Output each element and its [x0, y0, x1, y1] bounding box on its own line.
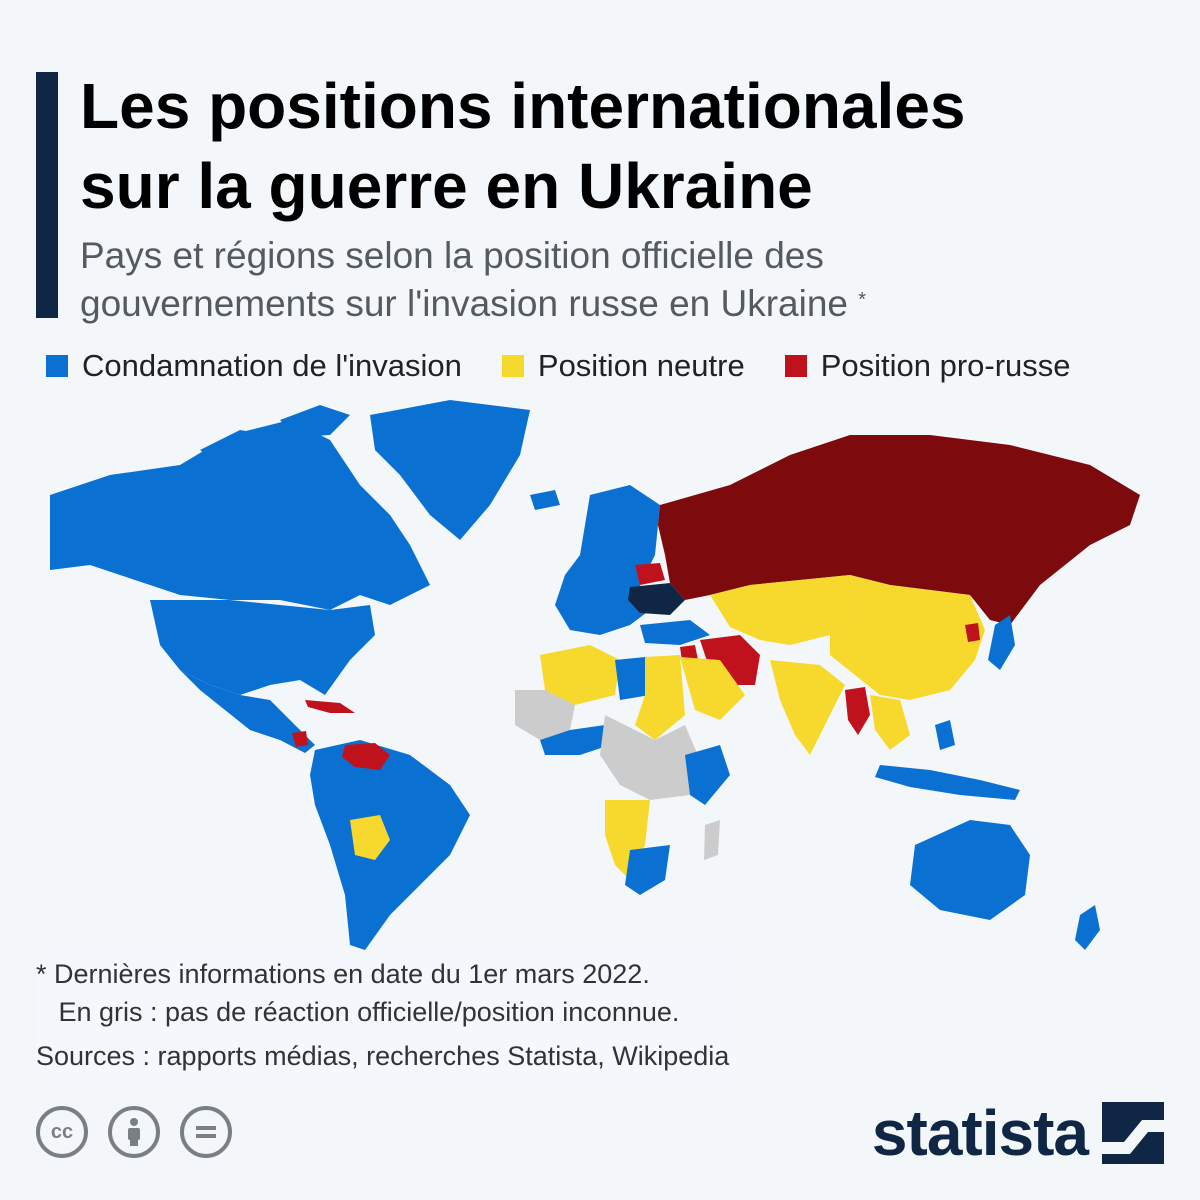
sources-text: Sources : rapports médias, recherches St… [36, 1041, 730, 1071]
world-map [50, 400, 1140, 950]
legend-label-neutral: Position neutre [537, 348, 745, 383]
map-region-madagascar [704, 820, 720, 860]
legend-swatch-red [784, 355, 807, 377]
map-region-australia [910, 820, 1030, 920]
map-region-india [770, 660, 845, 755]
map-region-russia [658, 435, 1140, 625]
legend-item-pro-russia: Position pro-russe [784, 348, 1071, 384]
subtitle-line-2: gouvernements sur l'invasion russe en Uk… [80, 283, 849, 324]
map-region-myanmar [845, 687, 870, 735]
legend-label-condemn: Condamnation de l'invasion [82, 348, 462, 383]
map-region-north-africa [540, 645, 620, 705]
page-subtitle: Pays et régions selon la position offici… [80, 232, 1140, 328]
footnote-gray-note: En gris : pas de réaction officielle/pos… [36, 997, 680, 1027]
person-icon [128, 1118, 140, 1146]
map-region-south-africa [625, 845, 670, 895]
map-region-east-africa [685, 745, 730, 805]
map-region-venezuela [342, 743, 390, 770]
map-region-japan [988, 615, 1015, 670]
footnote: * Dernières informations en date du 1er … [36, 955, 738, 1075]
map-region-china [830, 575, 985, 700]
map-region-west-africa-coast [540, 725, 610, 755]
map-region-west-africa [515, 690, 575, 740]
map-region-cuba [305, 700, 355, 713]
statista-logo[interactable]: statista [872, 1096, 1164, 1170]
map-region-syria [680, 645, 698, 661]
title-accent-bar [36, 72, 58, 318]
map-region-south-america [310, 740, 470, 950]
map-region-belarus [635, 563, 665, 585]
page-title: Les positions internationales sur la gue… [80, 66, 1180, 226]
map-region-libya [615, 657, 650, 700]
map-region-north-korea [965, 623, 980, 642]
map-region-turkey [640, 620, 710, 645]
map-region-arabia [680, 657, 745, 720]
map-region-central-asia [710, 575, 860, 645]
title-line-1: Les positions internationales [80, 70, 966, 142]
map-region-egypt-sudan [635, 655, 685, 740]
legend-item-neutral: Position neutre [501, 348, 745, 384]
title-line-2: sur la guerre en Ukraine [80, 150, 813, 222]
map-region-bolivia [350, 815, 390, 860]
equals-icon [196, 1126, 216, 1138]
map-region-iceland [530, 490, 560, 510]
subtitle-footnote-marker: * [858, 289, 867, 311]
no-derivatives-icon[interactable] [180, 1106, 232, 1158]
attribution-icon[interactable] [108, 1106, 160, 1158]
legend-item-condemn: Condamnation de l'invasion [46, 348, 462, 384]
map-region-indonesia [875, 720, 1020, 800]
brand-name: statista [871, 1097, 1089, 1169]
map-region-se-asia [870, 695, 910, 750]
map-region-usa [150, 600, 375, 695]
legend-swatch-yellow [501, 355, 524, 377]
map-region-new-zealand [1075, 905, 1100, 950]
map-region-canada [50, 420, 430, 610]
subtitle-line-1: Pays et régions selon la position offici… [80, 235, 824, 276]
map-region-southern-africa [605, 800, 650, 880]
map-region-ukraine [628, 583, 685, 615]
map-region-nicaragua [292, 731, 308, 747]
map-region-arctic-islands [200, 405, 350, 470]
statista-logo-icon [1102, 1102, 1164, 1164]
map-region-greenland [370, 400, 530, 540]
map-legend: Condamnation de l'invasion Position neut… [46, 348, 1071, 384]
cc-icon[interactable]: cc [36, 1106, 88, 1158]
map-region-central-africa [600, 715, 700, 800]
map-region-mexico [180, 670, 315, 753]
footnote-date: * Dernières informations en date du 1er … [36, 959, 650, 989]
license-icons: cc [36, 1106, 252, 1158]
legend-label-pro-russia: Position pro-russe [820, 348, 1071, 383]
legend-swatch-blue [46, 355, 68, 377]
